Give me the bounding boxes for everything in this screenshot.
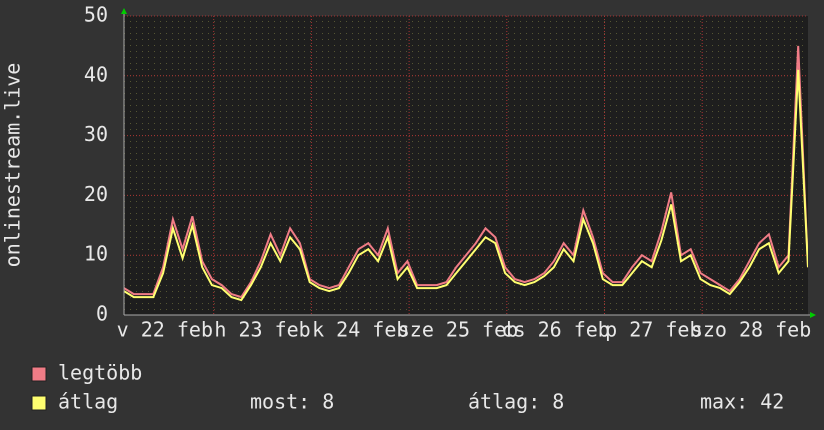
minor-grid: [124, 16, 808, 315]
stat: max: 42: [700, 390, 784, 414]
legend-label: legtöbb: [58, 361, 142, 385]
series-line: [124, 69, 808, 302]
x-arrow: [810, 312, 816, 318]
legend-swatch: [31, 395, 47, 411]
y-tick-label: 50: [84, 3, 108, 27]
y-axis-title: onlinestream.live: [1, 63, 25, 268]
x-tick-label: p 27 feb: [605, 318, 701, 342]
legend-label: átlag: [58, 390, 118, 414]
x-tick-label: sze 25 feb: [398, 318, 518, 342]
stat: átlag: 8: [468, 390, 564, 414]
y-tick-label: 30: [84, 122, 108, 146]
x-tick-label: szo 28 feb: [691, 318, 811, 342]
stat: most: 8: [250, 390, 334, 414]
x-tick-label: v 22 feb: [117, 318, 213, 342]
y-tick-label: 20: [84, 182, 108, 206]
x-tick-label: h 23 feb: [214, 318, 310, 342]
legend-swatch: [31, 366, 47, 382]
y-tick-label: 40: [84, 62, 108, 86]
y-arrow: [121, 8, 127, 14]
x-tick-label: cs 26 feb: [501, 318, 609, 342]
series-line: [124, 45, 808, 299]
y-tick-label: 0: [96, 302, 108, 326]
x-tick-label: k 24 feb: [312, 318, 408, 342]
y-tick-label: 10: [84, 242, 108, 266]
